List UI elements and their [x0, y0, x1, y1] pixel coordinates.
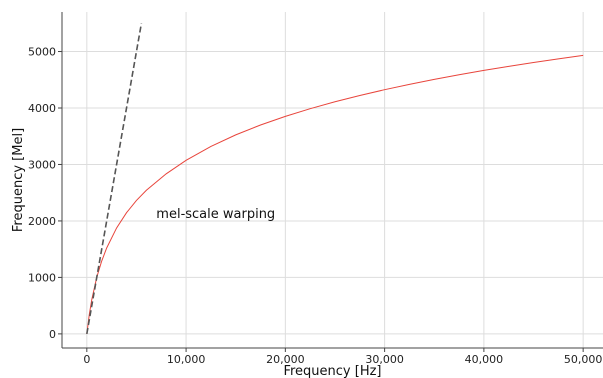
y-axis-label: Frequency [Mel] — [11, 128, 26, 232]
axes — [61, 12, 603, 349]
x-tick-label: 20,000 — [266, 353, 305, 366]
annotation-mel-scale-warping: mel-scale warping — [156, 207, 275, 222]
y-tick-label: 2000 — [28, 215, 56, 228]
y-tick-label: 1000 — [28, 271, 56, 284]
y-tick-label: 0 — [49, 328, 56, 341]
x-tick-label: 10,000 — [167, 353, 206, 366]
mel-curve-line — [86, 54, 584, 334]
y-tick-label: 5000 — [28, 46, 56, 59]
x-axis-label: Frequency [Hz] — [283, 364, 381, 378]
series-layer — [86, 23, 584, 335]
x-tick-label: 50,000 — [564, 353, 603, 366]
x-tick-label: 0 — [83, 353, 90, 366]
ticks: 0 10,000 20,000 30,000 40,000 50,000 0 1000 2000… — [28, 46, 602, 366]
y-tick-label: 4000 — [28, 102, 56, 115]
x-tick-label: 30,000 — [365, 353, 404, 366]
x-tick-label: 40,000 — [465, 353, 504, 366]
y-tick-label: 3000 — [28, 158, 56, 171]
grid — [62, 12, 603, 348]
reference-line-dashed — [86, 23, 143, 335]
labels-layer: Frequency [Hz] Frequency [Mel] mel-scale… — [11, 128, 382, 378]
